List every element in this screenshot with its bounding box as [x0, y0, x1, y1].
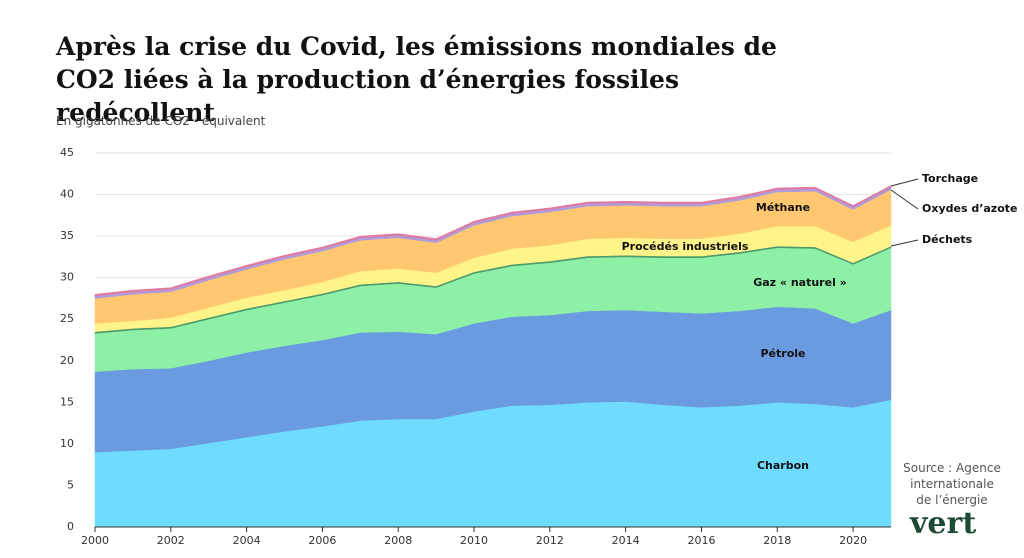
x-tick-label: 2000	[81, 534, 109, 547]
y-tick-label: 5	[67, 478, 74, 491]
leader-line	[890, 178, 919, 187]
series-label: Méthane	[756, 201, 810, 214]
leader-line	[890, 239, 919, 247]
y-tick-label: 30	[60, 271, 74, 284]
chart-subtitle: En gigatonnes de CO2 - équivalent	[56, 114, 266, 128]
y-tick-label: 25	[60, 312, 74, 325]
series-label: Gaz « naturel »	[753, 276, 847, 289]
area	[94, 184, 892, 297]
x-tick-label: 2006	[308, 534, 336, 547]
x-tick-label: 2002	[157, 534, 185, 547]
logo: vert	[910, 506, 977, 541]
y-tick-label: 10	[60, 437, 74, 450]
y-tick-label: 20	[60, 354, 74, 367]
x-tick-label: 2020	[839, 534, 867, 547]
leader-line	[890, 189, 919, 210]
series-label: Pétrole	[761, 347, 806, 360]
x-tick-label: 2014	[612, 534, 640, 547]
series-label: Déchets	[922, 233, 973, 246]
x-tick-label: 2008	[384, 534, 412, 547]
x-tick-label: 2018	[763, 534, 791, 547]
series-label: Charbon	[757, 459, 809, 472]
y-tick-label: 40	[60, 188, 74, 201]
series-label: Procédés industriels	[622, 240, 749, 253]
y-tick-label: 45	[60, 146, 74, 159]
y-tick-label: 0	[67, 520, 74, 533]
x-tick-label: 2012	[536, 534, 564, 547]
x-tick-label: 2010	[460, 534, 488, 547]
y-tick-label: 15	[60, 395, 74, 408]
y-tick-label: 35	[60, 229, 74, 242]
source: Source : Agence internationale de l’éner…	[903, 461, 1001, 507]
x-tick-label: 2004	[233, 534, 261, 547]
x-tick-label: 2016	[687, 534, 715, 547]
series-label: Oxydes d’azote	[922, 202, 1017, 215]
chart-title: Après la crise du Covid, les émissions m…	[56, 32, 777, 127]
series-label: Torchage	[922, 172, 978, 185]
